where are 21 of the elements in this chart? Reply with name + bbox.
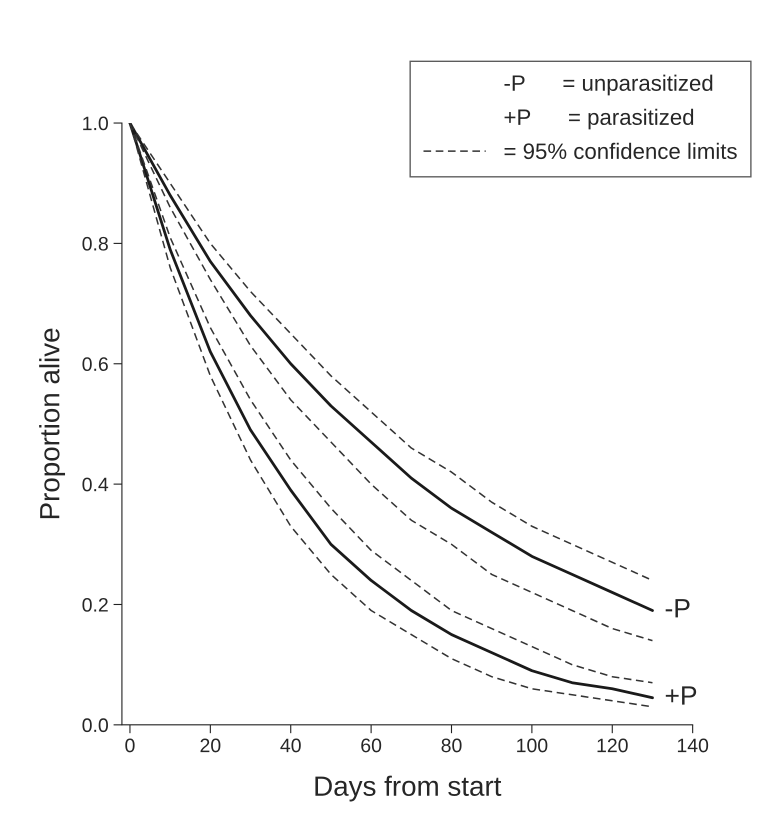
series-label: -P [666, 599, 690, 618]
y-tick-label: 0.8 [82, 236, 108, 251]
x-tick-label: 140 [678, 738, 708, 752]
series-label: +P [666, 686, 696, 705]
y-axis-title: Proportion alive [39, 328, 66, 518]
text: -P = unparasitized [504, 74, 712, 96]
y-tick-label: 0.6 [82, 357, 108, 371]
legend-label: = 95% confidence limits [504, 142, 737, 160]
y-tick-label: 0.4 [82, 478, 108, 492]
x-tick-label: 80 [442, 738, 462, 752]
x-tick-label: 20 [200, 738, 220, 752]
x-tick-label: 40 [280, 738, 301, 752]
y-tick-label: 0.2 [82, 598, 108, 612]
x-tick-label: 60 [361, 738, 382, 752]
x-tick-label: 100 [517, 738, 548, 752]
x-tick-label: 0 [125, 738, 135, 752]
x-axis-title: Days from start [315, 776, 502, 802]
annotation: +P = parasitized [504, 108, 694, 130]
x-tick-label: 120 [598, 738, 628, 752]
y-tick-label: 0.0 [82, 718, 108, 732]
y-tick-label: 1.0 [83, 116, 108, 130]
